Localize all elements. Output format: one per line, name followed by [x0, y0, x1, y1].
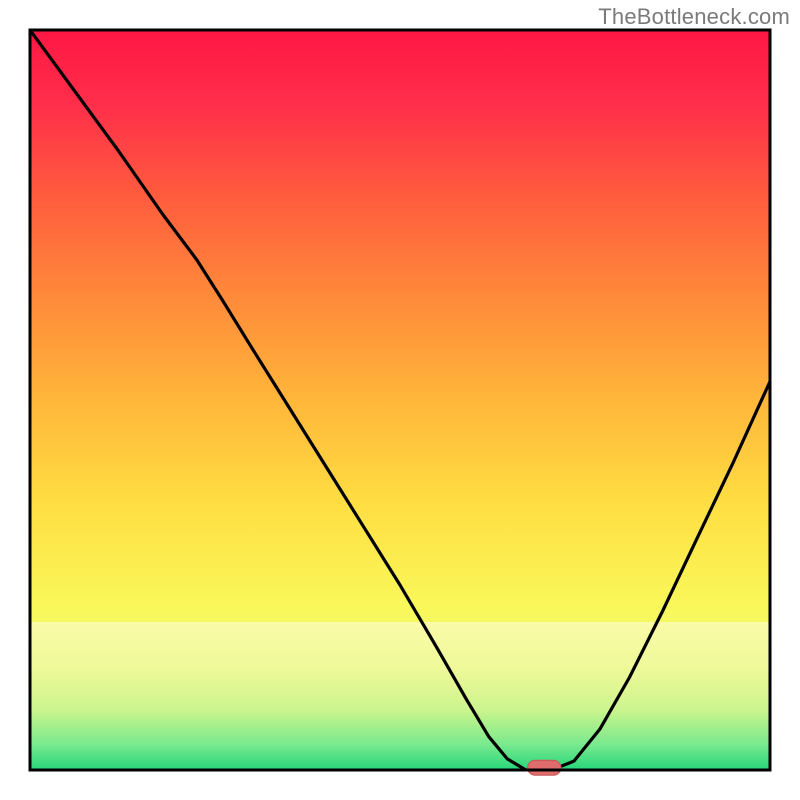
- watermark-text: TheBottleneck.com: [598, 4, 790, 30]
- chart-svg: [0, 0, 800, 800]
- chart-root: TheBottleneck.com: [0, 0, 800, 800]
- pale-band: [30, 622, 770, 718]
- optimum-marker: [528, 760, 561, 775]
